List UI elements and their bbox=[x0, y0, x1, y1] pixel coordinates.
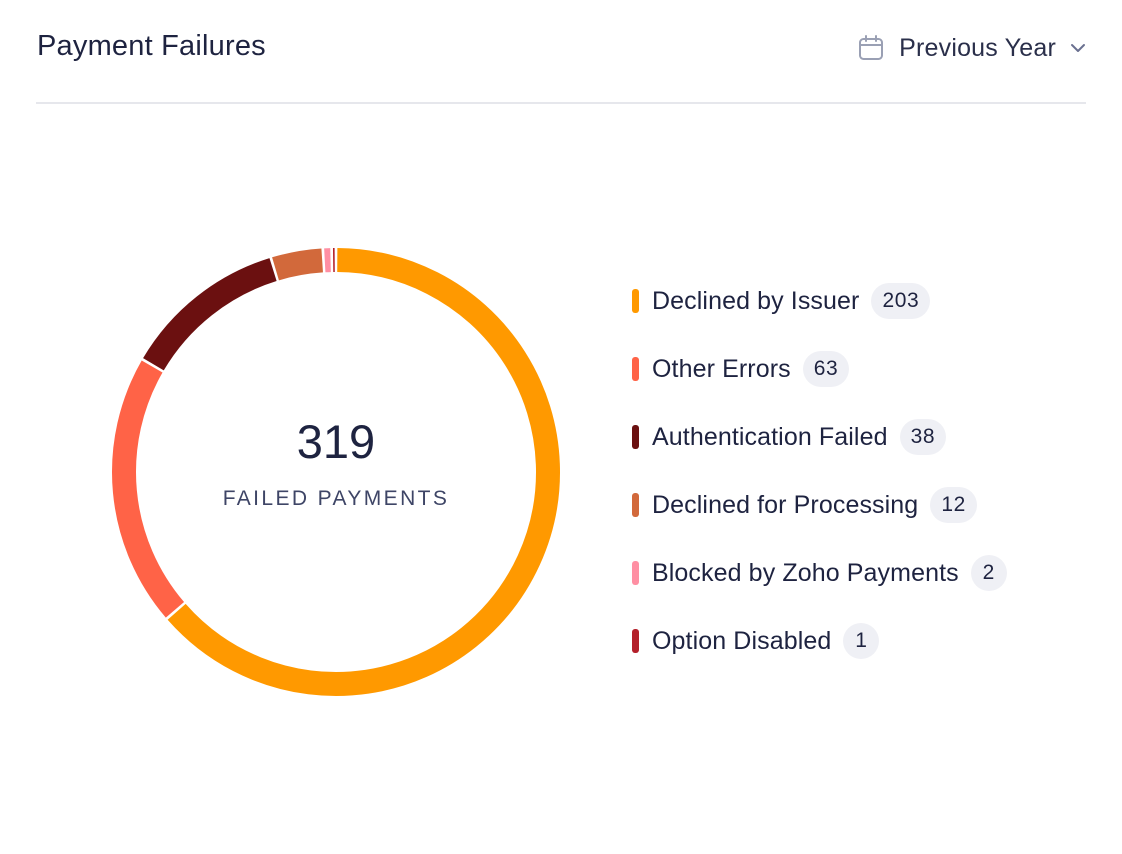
donut-chart: 319 FAILED PAYMENTS bbox=[110, 246, 562, 698]
legend-count-badge: 63 bbox=[802, 351, 850, 387]
donut-slice-declined-for-processing[interactable] bbox=[272, 248, 324, 281]
legend-label: Other Errors bbox=[652, 355, 791, 383]
legend-item-declined-by-issuer[interactable]: Declined by Issuer 203 bbox=[632, 283, 1007, 351]
legend-swatch bbox=[632, 561, 639, 585]
donut-svg bbox=[112, 248, 560, 696]
chart-legend: Declined by Issuer 203 Other Errors 63 Authe… bbox=[632, 283, 1007, 691]
card-title: Payment Failures bbox=[37, 30, 266, 62]
donut-slice-declined-by-issuer[interactable] bbox=[167, 248, 560, 696]
legend-count-badge: 203 bbox=[871, 283, 931, 319]
card-header: Payment Failures Previous Year bbox=[36, 0, 1086, 104]
legend-item-blocked-by-zoho-payments[interactable]: Blocked by Zoho Payments 2 bbox=[632, 555, 1007, 623]
legend-item-option-disabled[interactable]: Option Disabled 1 bbox=[632, 623, 1007, 691]
donut-slice-authentication-failed[interactable] bbox=[143, 258, 277, 371]
legend-count-badge: 1 bbox=[843, 623, 880, 659]
legend-swatch bbox=[632, 357, 639, 381]
legend-item-declined-for-processing[interactable]: Declined for Processing 12 bbox=[632, 487, 1007, 555]
legend-count-badge: 38 bbox=[899, 419, 947, 455]
legend-count-badge: 12 bbox=[930, 487, 977, 523]
legend-item-other-errors[interactable]: Other Errors 63 bbox=[632, 351, 1007, 419]
legend-swatch bbox=[632, 289, 639, 313]
period-selector[interactable]: Previous Year bbox=[857, 28, 1086, 68]
legend-label: Declined by Issuer bbox=[652, 287, 860, 315]
legend-swatch bbox=[632, 425, 639, 449]
legend-label: Option Disabled bbox=[652, 627, 832, 655]
legend-swatch bbox=[632, 629, 639, 653]
period-label: Previous Year bbox=[899, 33, 1056, 62]
legend-label: Authentication Failed bbox=[652, 423, 888, 451]
chevron-down-icon bbox=[1071, 44, 1085, 52]
total-failed-value: 319 bbox=[296, 415, 376, 468]
legend-swatch bbox=[632, 493, 639, 517]
total-failed-caption: FAILED PAYMENTS bbox=[222, 487, 450, 510]
donut-slice-other-errors[interactable] bbox=[112, 360, 185, 618]
legend-count-badge: 2 bbox=[970, 555, 1007, 591]
calendar-icon bbox=[859, 35, 884, 60]
legend-item-authentication-failed[interactable]: Authentication Failed 38 bbox=[632, 419, 1007, 487]
legend-label: Declined for Processing bbox=[652, 491, 919, 519]
legend-label: Blocked by Zoho Payments bbox=[652, 559, 959, 587]
